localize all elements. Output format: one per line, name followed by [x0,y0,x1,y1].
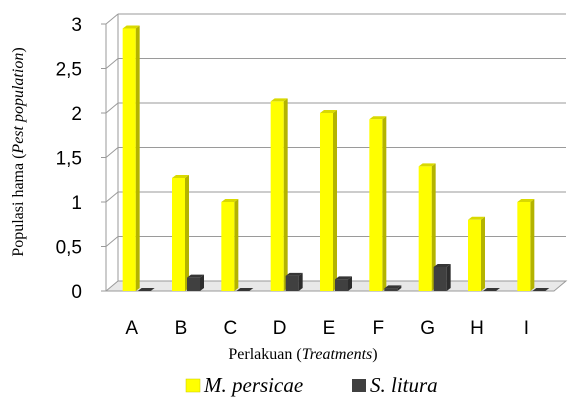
bar-m-persicae-g-side [431,163,436,291]
gridline-diagonal [105,102,119,114]
y-axis-title-end: ) [10,47,27,52]
legend-swatch-m-persicae [185,378,201,393]
bar-s-litura-h [483,288,500,291]
bar-m-persicae-f-side [382,116,387,291]
bar-m-persicae-d-top [270,98,288,102]
bar-m-persicae-b-top [172,174,189,178]
y-axis-title-italic: Pest population [10,53,27,155]
y-tick-label: 1 [71,193,82,214]
legend: M. persicae S. litura [185,373,438,397]
bar-s-litura-f-side [397,285,402,291]
y-tick-label: 0,5 [56,238,82,259]
gridline-diagonal [105,58,119,69]
legend-label-s-litura: S. litura [370,373,438,397]
bar-m-persicae-d-side [283,98,288,292]
bar-m-persicae-e-top [320,110,337,113]
gridline-diagonal [105,236,119,247]
bar-m-persicae-b-side [185,174,189,291]
bar-m-persicae-f-top [369,116,387,120]
x-axis-ticks: A B C D E F G H I [125,318,529,339]
y-axis-title-plain: Populasi hama ( [10,154,27,257]
bar-s-litura-b [187,277,200,291]
bar-s-litura-d [285,275,299,291]
bar-s-litura-d-side [298,272,303,291]
bar-s-litura-g [433,266,447,291]
y-tick-label: 3 [71,15,82,36]
gridline-diagonal [105,13,119,25]
bar-s-litura-g-top [433,263,451,267]
bar-s-litura-c [236,288,254,291]
bar-m-persicae-d [270,101,284,292]
bar-s-litura-a [137,288,155,291]
bar-s-litura-e-top [335,276,352,280]
x-tick-label: A [125,318,138,339]
bar-m-persicae-a-top [122,25,140,29]
x-tick-label: I [524,318,529,339]
bar-m-persicae-i [517,202,531,291]
bar-m-persicae-c [221,202,235,291]
y-tick-label: 2 [71,104,82,125]
x-axis-title-italic: Treatments [302,346,373,363]
bar-s-litura-d-top [285,272,303,276]
bar-s-litura-b-top [187,274,204,278]
bar-m-persicae-a-side [135,25,140,291]
y-tick-label: 1,5 [56,149,82,170]
gridline-diagonal [105,147,119,158]
bar-m-persicae-f [369,119,383,291]
legend-label-m-persicae: M. persicae [203,373,303,397]
y-axis-ticks: 0 0,5 1 1,5 2 2,5 3 [56,15,82,303]
bar-s-litura-g-side [446,263,451,291]
gridline-diagonal [105,191,119,203]
bar-m-persicae-e [320,113,333,291]
y-tick-label: 0 [71,282,82,303]
x-tick-label: F [373,318,385,339]
x-tick-label: C [223,318,237,339]
bar-s-litura-e [335,279,348,291]
x-tick-label: B [175,318,188,339]
gridlines [101,13,566,292]
y-tick-label: 2,5 [56,60,82,81]
bar-m-persicae-i-top [517,199,535,202]
bar-m-persicae-h [468,219,481,291]
x-tick-label: D [273,318,287,339]
bar-s-litura-b-side [200,274,204,291]
y-axis-title: Populasi hama (Pest population) [10,47,27,256]
bar-m-persicae-i-side [530,199,535,291]
bar-m-persicae-h-side [481,216,485,291]
bar-m-persicae-c-side [234,199,239,291]
x-axis-title-end: ) [372,346,377,363]
bar-s-litura-f-top [384,285,402,289]
x-axis-title: Perlakuan (Treatments) [228,346,377,363]
x-axis-title-plain: Perlakuan ( [228,346,301,363]
bars [122,25,550,292]
bar-s-litura-e-side [348,276,352,291]
x-tick-label: E [323,318,336,339]
bar-m-persicae-c-top [221,199,239,202]
bar-s-litura-i [532,288,550,291]
bar-m-persicae-e-side [333,110,337,291]
x-tick-label: G [420,318,435,339]
bar-m-persicae-b [172,177,185,291]
x-tick-label: H [470,318,484,339]
bar-m-persicae-a [122,28,136,291]
bar-m-persicae-g-top [418,163,436,167]
legend-swatch-s-litura [352,379,366,392]
bar-m-persicae-g [418,166,432,291]
bar-s-litura-f [384,288,398,291]
bar-m-persicae-h-top [468,216,485,220]
